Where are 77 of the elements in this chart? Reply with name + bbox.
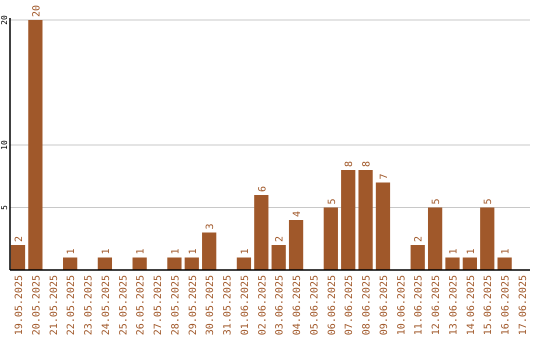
data-label: 8 — [344, 160, 356, 167]
bar — [376, 182, 390, 270]
x-tick-label: 03.06.2025 — [274, 275, 286, 336]
x-tick-label: 16.06.2025 — [500, 275, 512, 336]
x-tick-label: 20.05.2025 — [31, 275, 42, 336]
bar — [410, 245, 425, 270]
x-tick-label: 27.05.2025 — [153, 275, 164, 336]
x-tick-label: 08.06.2025 — [362, 275, 373, 336]
x-tick-label: 30.05.2025 — [205, 275, 216, 336]
data-label: 6 — [257, 186, 268, 192]
x-tick-label: 19.05.2025 — [14, 275, 25, 336]
x-tick-label: 07.06.2025 — [344, 275, 356, 336]
data-label: 1 — [136, 248, 147, 254]
x-tick-label: 31.05.2025 — [222, 275, 234, 336]
bar — [98, 258, 112, 270]
data-label: 1 — [448, 248, 460, 254]
data-label: 2 — [14, 236, 25, 242]
x-tick-label: 24.05.2025 — [100, 275, 112, 336]
x-tick-label: 02.06.2025 — [257, 275, 268, 336]
data-label: 20 — [31, 4, 42, 17]
x-tick-label: 21.05.2025 — [48, 275, 60, 336]
x-tick-label: 17.06.2025 — [518, 275, 530, 336]
bar — [184, 258, 199, 270]
x-tick-label: 29.05.2025 — [188, 275, 199, 336]
x-tick-label: 25.05.2025 — [118, 275, 130, 336]
x-tick-label: 28.05.2025 — [170, 275, 182, 336]
bar — [272, 245, 286, 270]
bar — [358, 170, 373, 270]
x-tick-label: 15.06.2025 — [483, 275, 494, 336]
data-label: 3 — [205, 223, 216, 230]
bar — [288, 220, 304, 270]
bar — [462, 258, 477, 270]
x-tick-label: 11.06.2025 — [414, 275, 425, 336]
bar — [236, 258, 252, 270]
x-tick-label: 14.06.2025 — [466, 275, 477, 336]
data-label: 1 — [240, 248, 251, 254]
data-label: 8 — [362, 160, 373, 167]
bar — [445, 258, 460, 270]
data-label: 1 — [188, 248, 199, 254]
bar — [324, 208, 338, 270]
bar — [341, 170, 356, 270]
data-label: 1 — [66, 248, 78, 254]
x-tick-label: 10.06.2025 — [396, 275, 408, 336]
bar — [63, 258, 78, 270]
data-label: 2 — [414, 236, 425, 242]
bar — [28, 20, 42, 270]
bar — [10, 245, 26, 270]
bar — [202, 232, 216, 270]
data-label: 5 — [326, 198, 338, 204]
bar — [254, 195, 268, 270]
data-label: 1 — [466, 248, 477, 254]
x-tick-label: 04.06.2025 — [292, 275, 304, 336]
data-label: 1 — [100, 248, 112, 254]
bar — [167, 258, 182, 270]
x-tick-label: 01.06.2025 — [240, 275, 251, 336]
data-label: 5 — [483, 198, 494, 204]
data-label: 4 — [292, 210, 304, 217]
x-tick-label: 22.05.2025 — [66, 275, 78, 336]
x-tick-label: 26.05.2025 — [136, 275, 147, 336]
y-tick-label: 10 — [0, 140, 9, 150]
x-tick-label: 05.06.2025 — [309, 275, 320, 336]
x-tick-label: 09.06.2025 — [378, 275, 390, 336]
bar — [480, 208, 494, 270]
y-tick-label: 5 — [0, 204, 9, 210]
bar — [498, 258, 512, 270]
data-label: 5 — [431, 198, 442, 204]
x-tick-label: 23.05.2025 — [84, 275, 95, 336]
bar — [428, 208, 442, 270]
bar — [132, 258, 147, 270]
x-tick-label: 06.06.2025 — [326, 275, 338, 336]
data-label: 1 — [500, 248, 512, 254]
y-tick-label: 20 — [0, 15, 9, 25]
x-tick-label: 13.06.2025 — [448, 275, 460, 336]
data-label: 7 — [378, 173, 390, 180]
x-tick-label: 12.06.2025 — [431, 275, 442, 336]
data-label: 1 — [170, 248, 182, 254]
data-label: 2 — [274, 236, 286, 242]
